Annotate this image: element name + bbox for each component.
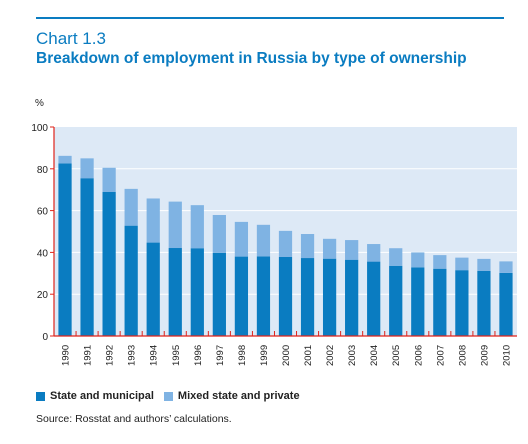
bar-mixed-2009 (477, 258, 491, 271)
bar-mixed-1996 (190, 205, 204, 249)
bar-state-2004 (367, 261, 381, 336)
bar-mixed-1997 (212, 214, 226, 253)
bar-state-1991 (80, 178, 94, 336)
bar-mixed-1993 (124, 188, 138, 226)
bar-mixed-2000 (278, 230, 293, 257)
bar-state-2000 (278, 256, 293, 336)
y-tick-label: 40 (37, 248, 49, 259)
bar-state-2006 (411, 267, 425, 336)
y-tick-label: 0 (42, 332, 48, 343)
x-tick-label: 2010 (501, 345, 512, 366)
x-tick-label: 1992 (105, 345, 116, 366)
bar-mixed-1991 (80, 158, 94, 179)
x-tick-label: 2006 (413, 345, 424, 366)
bar-state-1996 (190, 248, 204, 336)
bar-state-1997 (212, 252, 226, 336)
bar-state-2009 (477, 270, 491, 336)
bar-mixed-2001 (300, 234, 315, 259)
bar-state-1992 (102, 191, 116, 336)
top-rule (36, 17, 504, 19)
x-tick-label: 2005 (391, 345, 402, 366)
y-tick-label: 80 (37, 165, 49, 176)
bar-state-1999 (256, 256, 271, 336)
x-tick-label: 2004 (369, 345, 380, 366)
x-tick-label: 1993 (127, 345, 138, 366)
chart-number: Chart 1.3 (36, 29, 106, 48)
x-tick-label: 2009 (479, 345, 490, 366)
x-tick-label: 1996 (193, 345, 204, 366)
y-tick-label: 60 (37, 207, 49, 218)
bar-mixed-1999 (256, 224, 271, 257)
bar-mixed-2004 (367, 244, 381, 262)
x-tick-label: 1997 (215, 345, 226, 366)
x-tick-label: 2007 (435, 345, 446, 366)
bar-state-2008 (455, 270, 469, 336)
legend-item-state: State and municipal (36, 390, 154, 402)
legend: State and municipal Mixed state and priv… (36, 390, 310, 402)
bar-mixed-1992 (102, 167, 116, 192)
bar-mixed-2010 (499, 261, 513, 273)
x-tick-label: 2008 (457, 345, 468, 366)
bar-state-1995 (168, 248, 182, 336)
bar-state-2007 (433, 268, 447, 336)
bar-state-1990 (58, 163, 72, 336)
bar-mixed-1990 (58, 155, 72, 164)
bar-state-2003 (345, 259, 359, 336)
bar-state-2001 (300, 258, 315, 336)
y-axis-label: % (35, 98, 44, 109)
x-tick-label: 1990 (61, 345, 72, 366)
legend-swatch-state (36, 391, 45, 401)
bar-mixed-1998 (234, 221, 249, 257)
bar-state-1993 (124, 225, 138, 336)
y-tick-label: 100 (31, 123, 48, 134)
x-tick-label: 2002 (325, 345, 336, 366)
bar-state-1998 (234, 256, 249, 336)
bar-mixed-2008 (455, 257, 469, 271)
x-tick-label: 1998 (237, 345, 248, 366)
x-tick-label: 2001 (303, 345, 314, 366)
x-tick-label: 1994 (149, 345, 160, 366)
source-note: Source: Rosstat and authors’ calculation… (36, 413, 232, 425)
x-tick-label: 2003 (347, 345, 358, 366)
x-tick-label: 1991 (83, 345, 94, 366)
bar-mixed-1995 (168, 201, 182, 249)
bar-mixed-2002 (322, 238, 337, 259)
chart-title: Breakdown of employment in Russia by typ… (36, 50, 467, 67)
bar-mixed-1994 (146, 198, 160, 243)
bar-state-2010 (499, 272, 513, 336)
legend-item-mixed: Mixed state and private (163, 390, 300, 402)
bar-state-2005 (389, 265, 403, 336)
x-tick-label: 1999 (259, 345, 270, 366)
legend-label-state: State and municipal (50, 390, 154, 402)
x-tick-label: 1995 (171, 345, 182, 366)
y-tick-label: 20 (37, 290, 49, 301)
x-tick-label: 2000 (281, 345, 292, 366)
bar-state-2002 (322, 258, 337, 336)
bar-mixed-2005 (389, 248, 403, 266)
bar-mixed-2006 (411, 252, 425, 268)
bar-state-1994 (146, 242, 160, 336)
legend-swatch-mixed (163, 391, 173, 401)
bar-mixed-2007 (433, 255, 447, 269)
legend-label-mixed: Mixed state and private (177, 390, 300, 402)
bar-mixed-2003 (345, 240, 359, 260)
